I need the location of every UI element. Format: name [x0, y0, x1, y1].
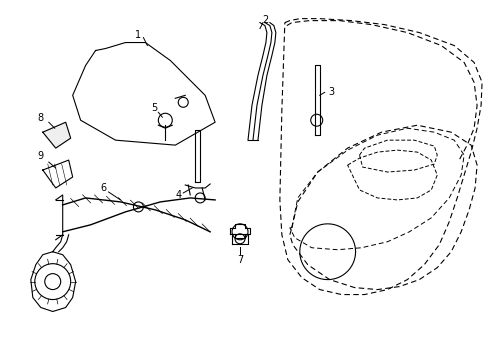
Text: 7: 7 — [237, 255, 243, 265]
Text: 8: 8 — [38, 113, 44, 123]
Text: 4: 4 — [175, 190, 181, 200]
Polygon shape — [43, 122, 71, 148]
Text: 3: 3 — [329, 87, 335, 97]
Text: 9: 9 — [38, 151, 44, 161]
Text: 1: 1 — [135, 30, 142, 40]
Text: 5: 5 — [151, 103, 157, 113]
Text: 2: 2 — [262, 15, 268, 24]
Text: 6: 6 — [100, 183, 107, 193]
